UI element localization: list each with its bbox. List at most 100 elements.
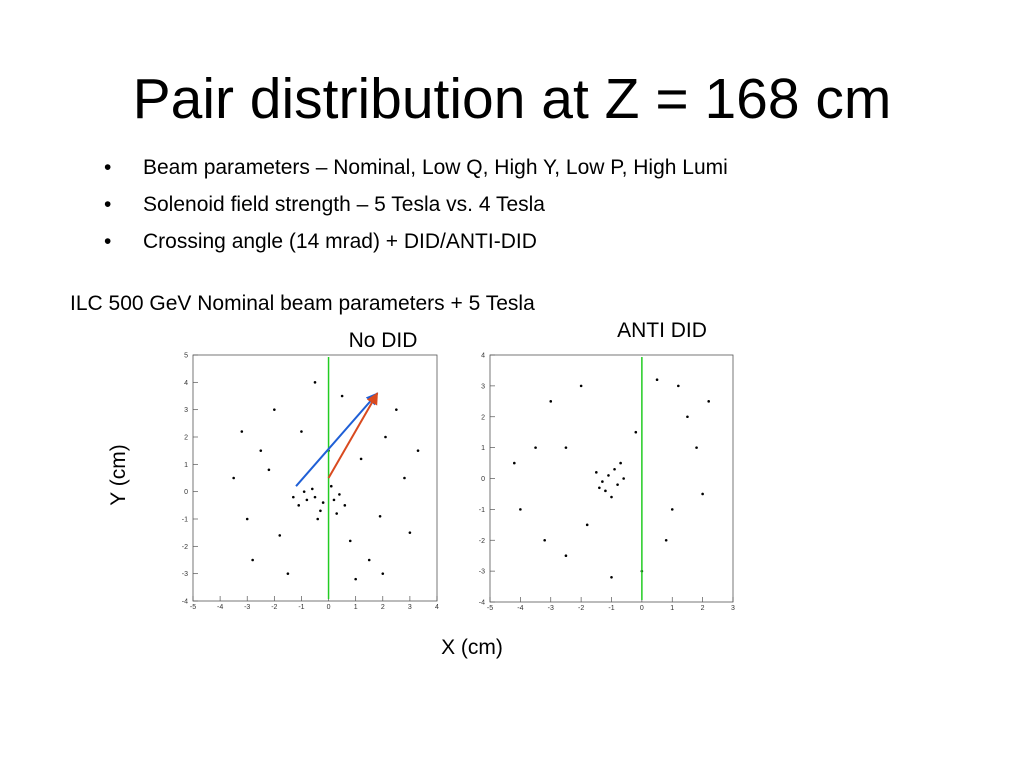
scatter-point bbox=[367, 558, 371, 562]
bullet-list: • Beam parameters – Nominal, Low Q, High… bbox=[104, 156, 728, 253]
scatter-point bbox=[655, 378, 659, 382]
slide-title: Pair distribution at Z = 168 cm bbox=[133, 67, 892, 131]
x-tick-label: -4 bbox=[217, 604, 223, 611]
y-tick-label: 5 bbox=[184, 353, 188, 360]
chart-title: ANTI DID bbox=[617, 319, 707, 342]
scatter-point bbox=[670, 508, 674, 511]
scatter-point bbox=[534, 446, 537, 449]
scatter-point bbox=[695, 446, 698, 449]
scatter-point bbox=[686, 415, 689, 419]
scatter-point bbox=[610, 576, 613, 579]
scatter-point bbox=[610, 495, 613, 499]
scatter-point bbox=[607, 474, 610, 477]
caption: ILC 500 GeV Nominal beam parameters + 5 … bbox=[70, 292, 535, 315]
y-tick-label: 3 bbox=[184, 407, 188, 414]
y-tick-label: 1 bbox=[481, 445, 485, 452]
scatter-point bbox=[259, 449, 263, 452]
scatter-point bbox=[381, 572, 385, 575]
x-tick-label: 0 bbox=[327, 604, 331, 611]
plot-frame bbox=[489, 354, 734, 603]
x-tick-label: -5 bbox=[487, 605, 493, 612]
scatter-point bbox=[677, 384, 680, 388]
x-tick-label: 1 bbox=[670, 605, 674, 612]
scatter-point bbox=[273, 408, 276, 411]
scatter-point bbox=[329, 484, 333, 488]
x-tick-label: 3 bbox=[731, 605, 735, 612]
x-tick-label: 2 bbox=[381, 604, 385, 611]
scatter-point bbox=[701, 492, 704, 496]
scatter-point bbox=[634, 430, 638, 434]
arrow bbox=[327, 392, 379, 479]
scatter-point bbox=[278, 534, 282, 537]
scatter-point bbox=[335, 512, 338, 515]
scatter-point bbox=[313, 381, 317, 384]
bullet-text: Beam parameters – Nominal, Low Q, High Y… bbox=[143, 156, 728, 179]
scatter-point bbox=[305, 498, 309, 502]
scatter-point bbox=[543, 538, 546, 542]
scatter-point bbox=[595, 471, 598, 474]
x-tick-label: 1 bbox=[354, 604, 358, 611]
scatter-point bbox=[338, 493, 341, 496]
bullet-text: Solenoid field strength – 5 Tesla vs. 4 … bbox=[143, 193, 545, 216]
scatter-point bbox=[232, 476, 235, 480]
scatter-point bbox=[613, 467, 616, 471]
scatter-point bbox=[384, 435, 387, 439]
scatter-point bbox=[313, 495, 317, 499]
scatter-point bbox=[300, 430, 303, 433]
x-tick-label: 3 bbox=[408, 604, 412, 611]
scatter-point bbox=[564, 554, 568, 557]
scatter-point bbox=[408, 531, 412, 534]
scatter-point bbox=[579, 384, 583, 388]
scatter-point bbox=[316, 517, 320, 521]
scatter-point bbox=[395, 408, 398, 411]
y-tick-label: -2 bbox=[479, 538, 485, 545]
scatter-point bbox=[604, 489, 607, 493]
scatter-point bbox=[302, 490, 306, 493]
scatter-point bbox=[622, 477, 625, 480]
scatter-point bbox=[616, 483, 619, 486]
scatter-point bbox=[297, 504, 301, 507]
bullet-symbol: • bbox=[104, 230, 111, 253]
scatter-point bbox=[321, 501, 325, 504]
y-tick-label: -1 bbox=[479, 507, 485, 514]
y-tick-label: -3 bbox=[479, 569, 485, 576]
scatter-point bbox=[403, 476, 406, 480]
x-tick-label: -4 bbox=[517, 605, 523, 612]
scatter-point bbox=[343, 504, 347, 507]
y-tick-label: 2 bbox=[481, 414, 485, 421]
scatter-point bbox=[416, 449, 420, 452]
scatter-point bbox=[664, 538, 668, 542]
plot-frame bbox=[192, 354, 438, 602]
y-axis-label: Y (cm) bbox=[107, 444, 130, 505]
x-tick-label: -1 bbox=[298, 604, 304, 611]
scatter-point bbox=[340, 394, 344, 398]
bullet-symbol: • bbox=[104, 156, 111, 179]
x-tick-label: 2 bbox=[701, 605, 705, 612]
scatter-point bbox=[310, 487, 314, 491]
x-tick-label: -3 bbox=[244, 604, 250, 611]
scatter-point bbox=[513, 461, 516, 465]
scatter-point bbox=[601, 480, 604, 483]
scatter-point bbox=[549, 400, 553, 403]
scatter-point bbox=[292, 495, 295, 499]
scatter-point bbox=[519, 508, 522, 511]
scatter-point bbox=[319, 509, 322, 513]
y-tick-label: -4 bbox=[479, 600, 485, 607]
scatter-point bbox=[251, 558, 254, 562]
scatter-point bbox=[598, 486, 601, 490]
scatter-point bbox=[286, 572, 290, 575]
x-tick-label: 4 bbox=[435, 604, 439, 611]
y-tick-label: -3 bbox=[182, 571, 188, 578]
scatter-point bbox=[354, 577, 357, 581]
y-tick-label: 2 bbox=[184, 435, 188, 442]
scatter-point bbox=[348, 539, 352, 543]
y-tick-label: 4 bbox=[481, 353, 485, 360]
scatter-point bbox=[564, 446, 568, 449]
scatter-point bbox=[359, 457, 363, 461]
scatter-point bbox=[245, 517, 249, 521]
y-tick-label: 1 bbox=[184, 462, 188, 469]
x-axis-label: X (cm) bbox=[441, 636, 503, 659]
scatter-point bbox=[707, 400, 710, 403]
